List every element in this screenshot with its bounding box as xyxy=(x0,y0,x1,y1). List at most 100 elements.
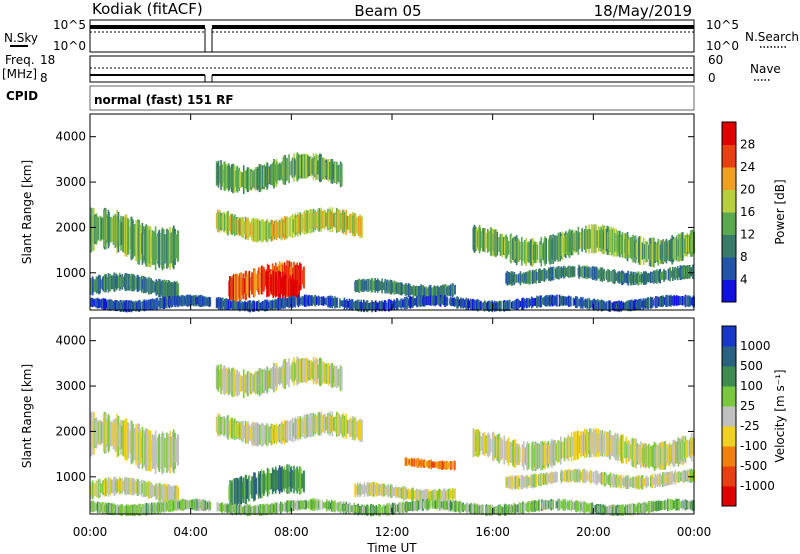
power-cell xyxy=(407,283,410,297)
power-cell xyxy=(549,235,551,265)
velocity-cell xyxy=(503,435,505,465)
velocity-cell xyxy=(413,458,415,467)
velocity-cell xyxy=(155,504,157,512)
power-cell xyxy=(358,299,360,312)
power-cell xyxy=(404,297,406,310)
power-cell xyxy=(250,303,252,310)
power-cell xyxy=(621,232,624,258)
velocity-cell xyxy=(111,422,113,446)
velocity-cell xyxy=(239,375,242,392)
velocity-cell xyxy=(317,364,319,379)
velocity-cell xyxy=(664,441,666,470)
power-cell xyxy=(336,297,339,308)
power-cell xyxy=(259,220,261,241)
power-cell xyxy=(519,241,521,260)
power-cell xyxy=(154,226,157,271)
power-cell xyxy=(554,235,556,262)
power-cell xyxy=(332,164,334,180)
velocity-cell xyxy=(620,474,622,489)
velocity-cell xyxy=(228,368,230,395)
x-axis: 00:00 04:00 08:00 12:00 16:00 20:00 00:00 xyxy=(73,114,711,539)
velocity-cell xyxy=(570,470,573,482)
velocity-cell xyxy=(451,461,453,470)
power-cell xyxy=(249,223,252,236)
power-cell xyxy=(665,270,667,280)
power-cell xyxy=(248,270,251,298)
velocity-cell xyxy=(450,490,453,499)
velocity-cell xyxy=(691,500,694,511)
power-cell xyxy=(522,242,525,261)
power-cell xyxy=(514,300,516,310)
power-cell xyxy=(246,303,248,310)
velocity-cell xyxy=(669,471,672,486)
velocity-cell xyxy=(164,440,167,466)
velocity-cell xyxy=(547,474,549,483)
power-cell xyxy=(300,263,302,290)
velocity-cell xyxy=(391,484,393,498)
power-cell xyxy=(302,216,304,230)
power-cell xyxy=(468,300,471,308)
power-colorbar-swatch xyxy=(722,189,736,213)
power-cell xyxy=(674,237,677,261)
power-cell xyxy=(484,301,487,311)
power-cell xyxy=(617,300,619,312)
velocity-cell xyxy=(562,441,565,459)
velocity-colorbar-swatch xyxy=(722,366,736,387)
power-cell xyxy=(629,237,632,259)
velocity-cell xyxy=(166,501,168,512)
freq-label-2: [MHz] xyxy=(2,67,37,81)
velocity-cell xyxy=(552,472,554,483)
x-tick-label: 04:00 xyxy=(173,525,208,539)
velocity-cell xyxy=(424,489,427,503)
power-cell xyxy=(378,281,381,291)
power-cell xyxy=(682,232,684,261)
velocity-cell xyxy=(374,484,376,494)
velocity-cell xyxy=(345,414,347,439)
velocity-cell xyxy=(519,447,521,463)
velocity-cell xyxy=(426,460,429,468)
velocity-cell xyxy=(106,480,108,494)
power-colorbar-tick: 16 xyxy=(740,205,755,219)
nsky-tick-bottom: 10^0 xyxy=(53,39,86,53)
velocity-cell xyxy=(573,502,575,509)
velocity-cell xyxy=(472,503,475,514)
power-cell xyxy=(440,297,442,305)
power-cell xyxy=(255,273,258,291)
velocity-cell xyxy=(321,500,324,510)
velocity-cell xyxy=(255,477,258,495)
power-cell xyxy=(229,276,231,302)
power-cell xyxy=(183,295,186,306)
velocity-cell xyxy=(120,480,122,492)
power-cell xyxy=(127,219,130,255)
power-cell xyxy=(407,297,409,308)
power-cell xyxy=(473,224,476,253)
power-cell xyxy=(510,301,513,309)
power-cell xyxy=(484,228,487,253)
velocity-cell xyxy=(544,440,546,470)
velocity-colorbar-swatch xyxy=(722,486,736,507)
velocity-cell xyxy=(286,421,289,442)
velocity-cell xyxy=(448,499,450,512)
velocity-cell xyxy=(300,467,302,494)
velocity-cell xyxy=(463,504,466,511)
power-cell xyxy=(570,296,572,307)
power-cell xyxy=(108,212,110,247)
power-cell xyxy=(610,270,612,282)
power-cell xyxy=(236,301,238,310)
power-cell xyxy=(100,217,103,240)
velocity-cell xyxy=(268,370,271,389)
power-cell xyxy=(595,224,597,254)
power-cell xyxy=(576,296,578,308)
power-cell xyxy=(573,298,576,306)
velocity-cell xyxy=(251,374,254,393)
velocity-cell xyxy=(590,502,592,514)
power-cell xyxy=(234,218,237,232)
power-cell xyxy=(424,287,426,297)
power-cell xyxy=(643,244,646,259)
power-cell xyxy=(506,237,509,258)
velocity-cells xyxy=(90,356,695,517)
power-cell xyxy=(580,298,583,308)
